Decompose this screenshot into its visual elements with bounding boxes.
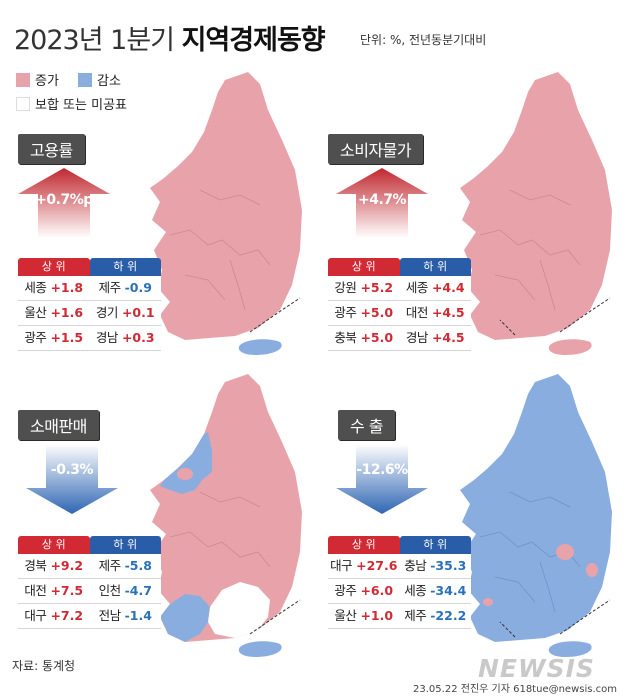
table-row: 대전 +7.5 인천 -4.7	[18, 579, 161, 604]
table-row: 강원 +5.2 세종 +4.4	[328, 276, 471, 301]
header-down: 하 위	[399, 258, 471, 276]
table-row: 대구 +27.6 충남 -35.3	[328, 554, 471, 579]
legend-label: 감소	[97, 74, 121, 89]
down-arrow-icon	[26, 444, 118, 514]
legend-neutral: 보합 또는 미공표	[16, 94, 127, 113]
change-value-export: -12.6%	[356, 462, 408, 478]
page-title: 2023년 1분기 지역경제동향	[14, 25, 326, 56]
source-note: 자료: 통계청	[12, 659, 76, 673]
up-arrow-icon	[336, 168, 428, 238]
panel-title-cpi: 소비자물가	[328, 134, 424, 164]
panel-title-retail: 소매판매	[18, 410, 99, 440]
table-row: 충북 +5.0 경남 +4.5	[328, 326, 471, 351]
change-value-employment: +0.7%p	[35, 192, 93, 208]
panel-title-export: 수 출	[338, 410, 396, 440]
up-arrow-icon	[18, 168, 110, 238]
header-up: 상 위	[18, 258, 90, 276]
table-row: 광주 +6.0 세종 -34.4	[328, 579, 471, 604]
down-arrow-icon	[336, 444, 428, 514]
map-export	[460, 374, 612, 657]
legend-swatch-neutral	[16, 96, 30, 111]
unit-note: 단위: %, 전년동분기대비	[360, 33, 487, 47]
header-down: 하 위	[399, 536, 471, 554]
map-employment	[150, 72, 302, 355]
table-row: 울산 +1.6 경기 +0.1	[18, 301, 161, 326]
panel-title-employment: 고용률	[18, 134, 85, 164]
table-row: 광주 +5.0 대전 +4.5	[328, 301, 471, 326]
table-row: 대구 +7.2 전남 -1.4	[18, 604, 161, 629]
legend-increase: 증가	[16, 70, 59, 89]
table-row: 광주 +1.5 경남 +0.3	[18, 326, 161, 351]
change-value-cpi: +4.7%	[357, 192, 407, 208]
legend-decrease: 감소	[78, 70, 121, 89]
header-up: 상 위	[18, 536, 90, 554]
map-retail	[150, 374, 302, 657]
table-row: 울산 +1.0 제주 -22.2	[328, 604, 471, 629]
header-down: 하 위	[89, 258, 161, 276]
header-up: 상 위	[328, 536, 400, 554]
credit-line: 23.05.22 전진우 기자 618tue@newsis.com	[413, 684, 617, 695]
legend-swatch-increase	[16, 72, 30, 87]
legend-swatch-decrease	[78, 72, 92, 87]
legend-label: 보합 또는 미공표	[35, 98, 127, 113]
newsis-watermark: NEWSIS	[478, 654, 595, 683]
change-value-retail: -0.3%	[50, 462, 94, 478]
map-cpi	[460, 72, 612, 355]
table-row: 세종 +1.8 제주 -0.9	[18, 276, 161, 301]
table-row: 경북 +9.2 제주 -5.8	[18, 554, 161, 579]
header-up: 상 위	[328, 258, 400, 276]
header-down: 하 위	[89, 536, 161, 554]
legend-label: 증가	[35, 74, 59, 89]
